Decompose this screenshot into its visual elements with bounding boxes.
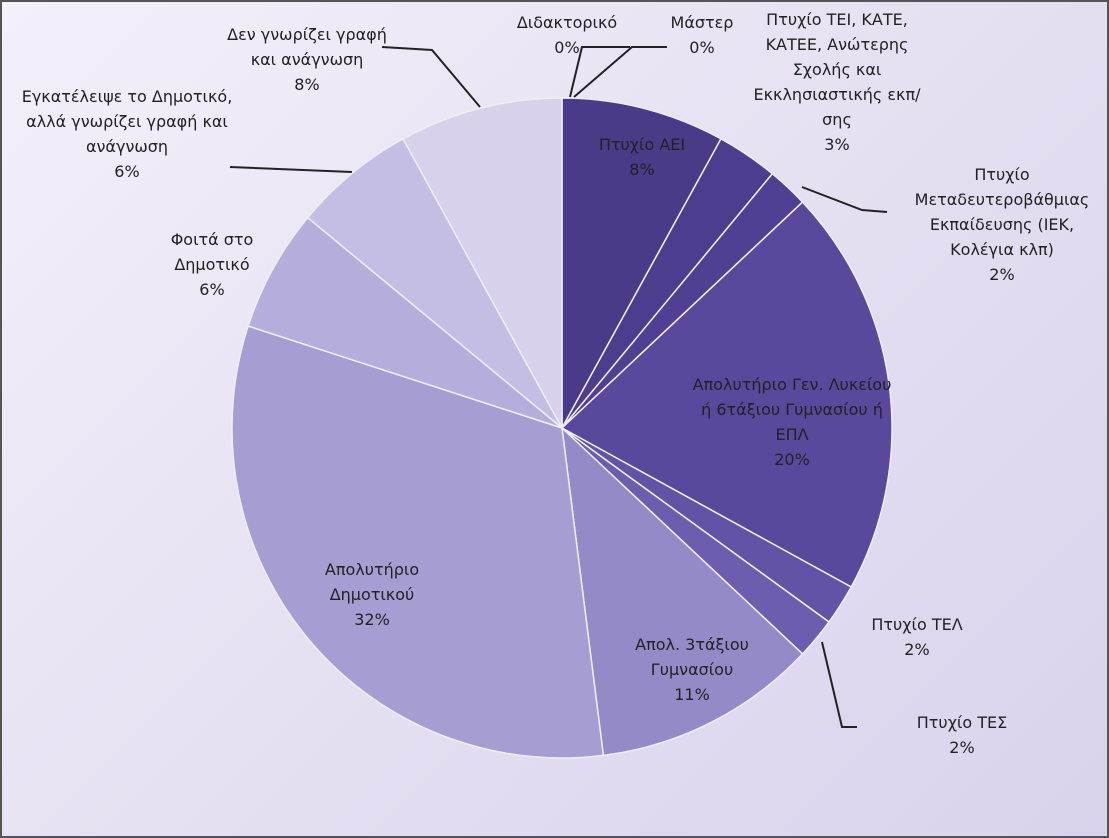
category-name: Πτυχίο ΤΕΛ [871, 615, 963, 634]
category-name: Απολ. 3τάξιου Γυμνασίου [635, 635, 749, 679]
pie-slice [247, 216, 563, 429]
percent-label: 2% [989, 265, 1015, 284]
slice-label: Μάστερ 0% [652, 10, 752, 60]
category-name: Πτυχίο ΑΕΙ [598, 135, 686, 154]
slice-label: Απολ. 3τάξιου Γυμνασίου 11% [607, 632, 777, 707]
pie-slice [306, 137, 563, 429]
percent-label: 8% [294, 75, 320, 94]
category-name: Πτυχίο ΤΕΣ [916, 713, 1008, 732]
percent-label: 11% [674, 685, 710, 704]
leader-line [229, 166, 353, 173]
slice-label: Πτυχίο ΤΕΛ 2% [852, 612, 982, 662]
slice-label: Πτυχίο ΑΕΙ 8% [567, 132, 717, 182]
category-name: Φοιτά στο Δημοτικό [170, 230, 254, 274]
category-name: Πτυχίο Μεταδευτεροβάθμιας Εκπαίδευσης (Ι… [914, 165, 1090, 259]
pie-slice [560, 426, 804, 757]
percent-label: 6% [114, 162, 140, 181]
percent-label: 0% [689, 38, 715, 57]
percent-label: 3% [824, 135, 850, 154]
percent-label: 6% [199, 280, 225, 299]
slice-label: Διδακτορικό 0% [492, 10, 642, 60]
leader-line [569, 46, 630, 98]
percent-label: 8% [629, 160, 655, 179]
slice-label: Δεν γνωρίζει γραφή και ανάγνωση 8% [222, 22, 392, 97]
category-name: Απολυτήριο Γεν. Λυκείου ή 6τάξιου Γυμνασ… [692, 375, 892, 444]
slice-label: Πτυχίο ΤΕΙ, ΚΑΤΕ, ΚΑΤΕΕ, Ανώτερης Σχολής… [742, 7, 932, 157]
percent-label: 2% [949, 738, 975, 757]
category-name: Μάστερ [670, 13, 734, 32]
leader-lines [229, 46, 888, 728]
pie-slice [560, 201, 893, 588]
pie-slice [231, 325, 605, 759]
pie-slice [402, 97, 563, 429]
percent-label: 2% [904, 640, 930, 659]
leader-line [573, 46, 667, 98]
leader-line [381, 46, 481, 108]
category-name: Διδακτορικό [516, 13, 618, 32]
percent-label: 32% [354, 610, 390, 629]
percent-label: 0% [554, 38, 580, 57]
slice-label: Πτυχίο Μεταδευτεροβάθμιας Εκπαίδευσης (Ι… [910, 162, 1095, 287]
pie-slice [561, 97, 722, 429]
category-name: Πτυχίο ΤΕΙ, ΚΑΤΕ, ΚΑΤΕΕ, Ανώτερης Σχολής… [753, 10, 921, 129]
slice-label: Εγκατέλειψε το Δημοτικό, αλλά γνωρίζει γ… [7, 84, 247, 184]
category-name: Απολυτήριο Δημοτικού [324, 560, 420, 604]
leader-line [821, 641, 857, 728]
slice-label: Πτυχίο ΤΕΣ 2% [897, 710, 1027, 760]
leader-line [801, 186, 888, 213]
category-name: Δεν γνωρίζει γραφή και ανάγνωση [227, 25, 387, 69]
slice-label: Απολυτήριο Γεν. Λυκείου ή 6τάξιου Γυμνασ… [687, 372, 897, 472]
percent-label: 20% [774, 450, 810, 469]
slice-label: Φοιτά στο Δημοτικό 6% [147, 227, 277, 302]
slice-label: Απολυτήριο Δημοτικού 32% [287, 557, 457, 632]
category-name: Εγκατέλειψε το Δημοτικό, αλλά γνωρίζει γ… [21, 87, 233, 156]
